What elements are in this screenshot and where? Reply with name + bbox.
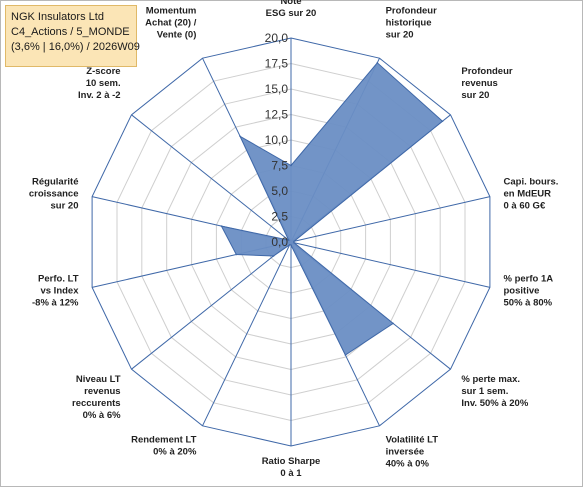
tick-label: 5,0 [271,184,288,198]
axis-label-line: sur 20 [386,30,414,41]
axis-labels: Note ESG sur 20 Profondeur historique sur 20… [29,0,559,479]
data-point [290,244,292,246]
axis-label-line: en MdEUR [504,189,552,200]
axis-label-line: -8% à 12% [32,298,79,309]
tick-label: 0,0 [271,235,288,249]
axis-label-line: Profondeur [461,66,512,77]
axis-label-line: reccurents [72,398,121,409]
axis-label-line: sur 20 [51,201,79,212]
axis-label: Volatilité LT inversée 40% à 0% [386,434,439,469]
data-point [287,239,290,241]
axis-label: Rendement LT 0% à 20% [131,434,197,457]
axis-label-line: inversée [386,446,425,457]
axis-label-line: Régularité [32,177,78,188]
axis-label-line: Ratio Sharpe [262,456,321,467]
axis-label: Z-score 10 sem. Inv. 2 à -2 [78,66,121,101]
tick-label: 15,0 [265,82,289,96]
axis-label-line: Volatilité LT [386,434,439,445]
axis-label-line: vs Index [40,286,79,297]
axis-label: Ratio Sharpe 0 à 1 [262,456,321,479]
data-point [344,354,347,356]
axis-label-line: Capi. bours. [504,177,559,188]
radar-spoke [202,241,292,427]
tick-label: 17,5 [265,57,289,71]
axis-label-line: % perte max. [461,374,520,385]
axis-label-line: revenus [461,78,497,89]
series-area [220,62,444,356]
axis-label: Perfo. LT vs Index -8% à 12% [32,274,79,309]
radar-spoke [131,114,292,243]
data-point [293,240,295,243]
data-point [392,322,394,325]
axis-label-line: Niveau LT [76,374,121,385]
axis-label-line: Achat (20) / [145,18,197,29]
axis-label-line: positive [504,286,540,297]
axis-label-line: 40% à 0% [386,458,430,469]
axis-label-line: Profondeur [386,6,437,17]
title-box: NGK Insulators Ltd C4_Actions / 5_MONDE … [5,5,140,67]
axis-label-line: Rendement LT [131,434,196,445]
data-point [290,164,292,167]
axis-label-line: 10 sem. [86,78,121,89]
axis-label-line: Vente (0) [157,30,197,41]
axis-label-line: sur 20 [461,90,489,101]
title-company: NGK Insulators Ltd [11,11,104,23]
data-point [235,253,238,256]
radar-spoke [290,241,491,288]
data-point [220,225,223,227]
tick-label: 7,5 [271,159,288,173]
axis-label: Niveau LT revenus reccurents 0% à 6% [72,374,121,421]
axis-label: Régularité croissance sur 20 [29,177,79,212]
axis-label: Profondeur historique sur 20 [386,6,437,41]
axis-label-line: % perfo 1A [504,274,554,285]
axis-label-line: 0 à 60 G€ [504,201,546,212]
data-point [288,244,291,246]
axis-label-line: 50% à 80% [504,298,553,309]
axis-label-line: ESG sur 20 [266,8,317,19]
radar-spoke [131,241,292,370]
data-point [441,120,444,122]
radar-spoke [290,196,491,243]
axis-label-line: revenus [84,386,120,397]
axis-label: % perte max. sur 1 sem. Inv. 50% à 20% [461,374,528,409]
axis-label-line: croissance [29,189,79,200]
data-point [272,255,275,257]
tick-label: 2,5 [271,210,288,224]
axis-label: % perfo 1A positive 50% à 80% [504,274,554,309]
axis-label-line: Perfo. LT [38,274,79,285]
axis-label-line: Inv. 2 à -2 [78,90,121,101]
axis-label: Capi. bours. en MdEUR 0 à 60 G€ [504,177,559,212]
tick-label: 20,0 [265,31,289,45]
axis-label-line: Momentum [146,6,197,17]
title-category: C4_Actions / 5_MONDE [11,26,130,38]
axis-label-line: Z-score [86,66,120,77]
data-point [376,62,379,64]
tick-label: 10,0 [265,133,289,147]
radial-tick-labels: 0,0 2,5 5,0 7,5 10,0 12,5 15,0 17,5 20,0 [265,31,289,249]
radar-series [220,62,444,356]
data-point [239,135,241,138]
axis-label-line: 0 à 1 [280,468,302,479]
axis-label: Momentum Achat (20) / Vente (0) [145,6,197,41]
axis-label-line: 0% à 6% [83,410,122,421]
axis-label-line: historique [386,18,432,29]
axis-label-line: Note [280,0,301,7]
axis-label-line: sur 1 sem. [461,386,508,397]
axis-label-line: 0% à 20% [153,446,197,457]
title-period: (3,6% | 16,0%) / 2026W09 [11,41,140,53]
axis-label-line: Inv. 50% à 20% [461,398,528,409]
data-point [293,241,295,244]
axis-label: Note ESG sur 20 [266,0,317,19]
tick-label: 12,5 [265,108,289,122]
axis-label: Profondeur revenus sur 20 [461,66,512,101]
